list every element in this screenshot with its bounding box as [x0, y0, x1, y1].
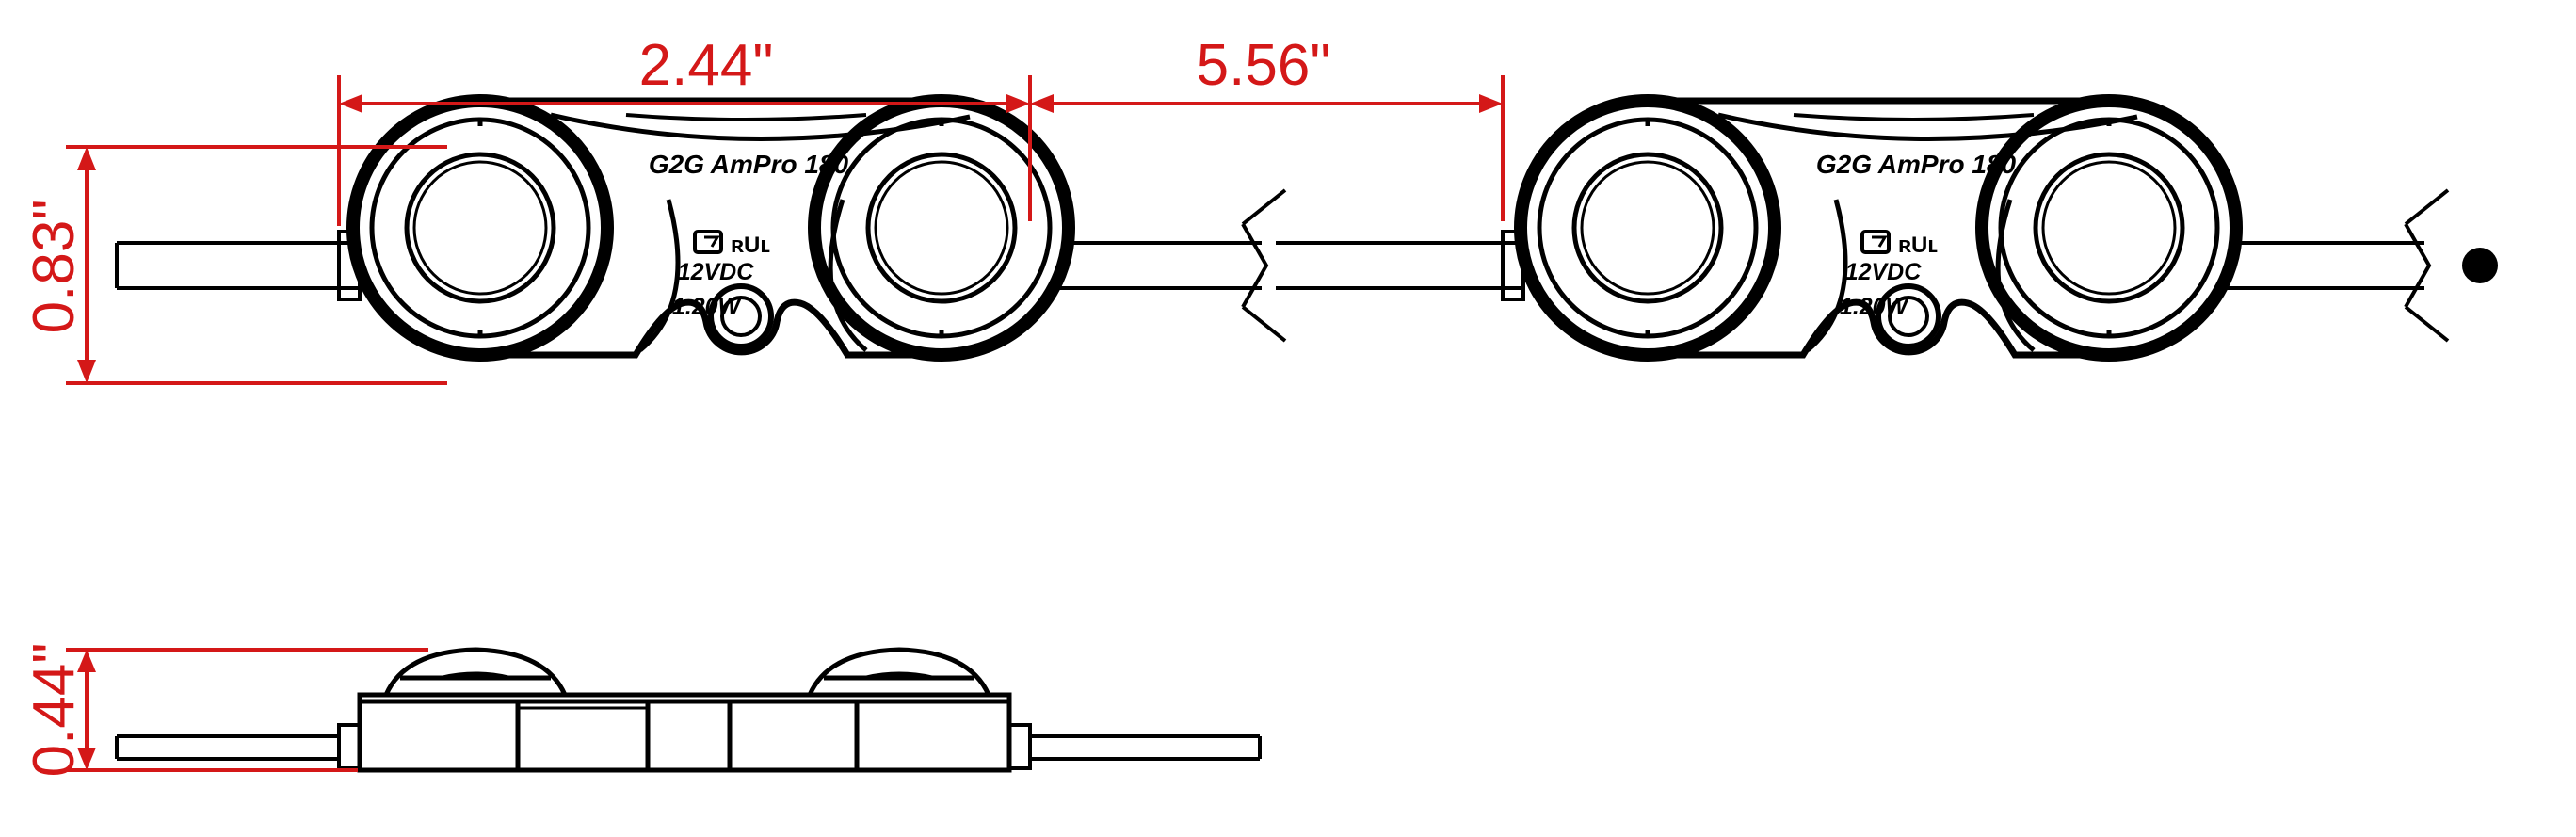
dimension-length-label: 2.44"	[639, 33, 774, 98]
dimension-module-height	[66, 145, 447, 385]
module-1-model-label: G2G AmPro 180	[649, 150, 849, 179]
side-view-wire-left	[115, 734, 339, 761]
dimension-spacing-label: 5.56"	[1197, 33, 1331, 98]
module-2-power-label: 1.20W	[1840, 294, 1910, 320]
module-2-voltage-label: 12VDC	[1845, 259, 1923, 285]
wire-end-dot	[2462, 248, 2498, 283]
module-1-voltage-label: 12VDC	[678, 259, 755, 285]
dimension-depth-label: 0.44"	[22, 643, 87, 778]
side-view-body	[357, 692, 1012, 773]
dimension-module-spacing	[1030, 75, 1505, 221]
dimension-module-depth	[66, 648, 428, 772]
dimension-module-length	[337, 75, 1032, 226]
module-2-model-label: G2G AmPro 180	[1816, 150, 2017, 179]
wire-break-symbol	[1241, 188, 1287, 343]
side-view-lens-left	[382, 647, 569, 698]
side-view-lens-right	[806, 647, 992, 698]
led-module-1: G2G AmPro 180 12VDC 1.20W	[353, 101, 1069, 355]
side-view-wire-right	[1030, 734, 1262, 761]
led-module-2: G2G AmPro 180 12VDC 1.20W	[1521, 101, 2236, 355]
dimension-height-label: 0.83"	[22, 200, 87, 334]
module-1-power-label: 1.20W	[672, 294, 743, 320]
wire-left	[115, 241, 339, 290]
